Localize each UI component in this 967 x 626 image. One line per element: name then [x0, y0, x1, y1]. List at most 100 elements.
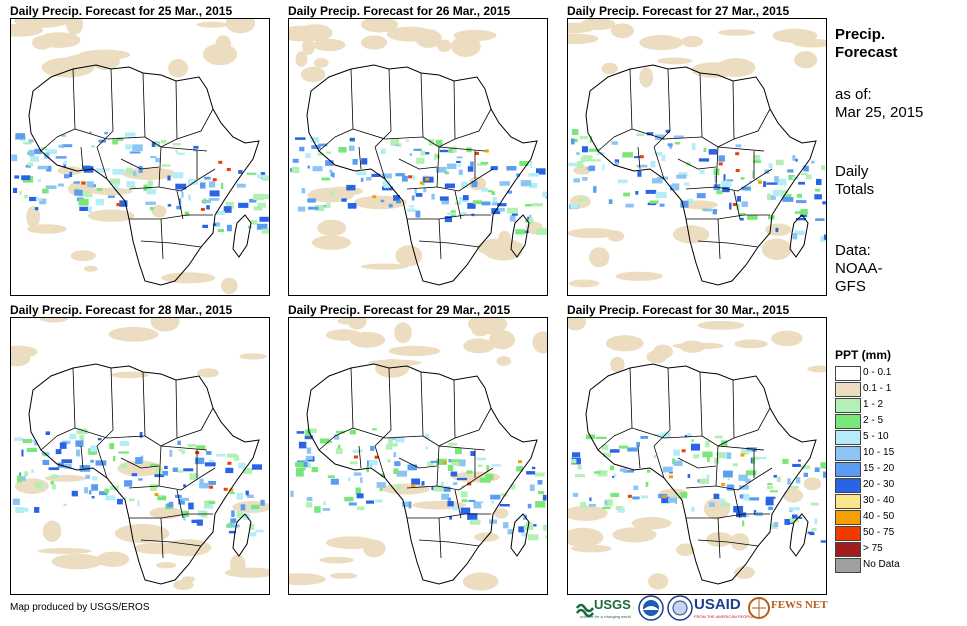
precip-patch — [452, 146, 457, 153]
precip-patch — [515, 229, 526, 235]
precip-patch — [164, 465, 168, 470]
precip-patch — [15, 507, 24, 514]
title-line: Precip. — [835, 26, 886, 43]
precip-patch-dry — [639, 67, 654, 88]
precip-patch — [349, 137, 355, 142]
precip-patch — [107, 195, 115, 198]
country-border — [631, 128, 703, 140]
precip-patch — [468, 499, 476, 502]
precip-patch — [411, 195, 415, 201]
precip-patch — [225, 202, 234, 209]
precip-patch — [661, 432, 671, 439]
precip-patch-heavy — [735, 152, 740, 156]
precip-patch — [27, 440, 38, 443]
precip-patch — [21, 449, 24, 457]
precip-patch-heavy — [372, 195, 377, 199]
legend-item: 0.1 - 1 — [835, 382, 945, 398]
precip-patch-dry — [534, 342, 547, 349]
precip-patch — [250, 220, 258, 225]
precip-patch — [469, 519, 481, 525]
precip-patch — [295, 462, 304, 467]
country-border — [160, 80, 178, 148]
precip-patch — [22, 439, 32, 443]
precip-patch — [84, 487, 88, 494]
precip-patch — [63, 160, 67, 165]
precip-patch — [601, 444, 609, 450]
precip-patch — [64, 464, 72, 469]
precip-patch — [479, 477, 491, 483]
precip-patch — [757, 456, 767, 460]
precip-patch-dry — [394, 322, 412, 343]
precip-patch — [703, 147, 707, 152]
precip-patch — [34, 441, 38, 446]
precip-patch — [261, 228, 269, 234]
precip-patch — [518, 526, 525, 533]
precip-patch — [739, 494, 745, 499]
precip-patch — [120, 463, 128, 469]
precip-patch — [640, 495, 649, 499]
precip-patch — [17, 475, 22, 483]
precip-patch-dry — [568, 527, 604, 548]
precip-patch — [125, 144, 132, 150]
precip-patch — [366, 177, 372, 181]
country-border — [40, 136, 58, 152]
precip-patch — [451, 461, 460, 466]
precip-patch — [619, 468, 628, 472]
precip-patch — [687, 474, 691, 478]
precip-patch — [411, 478, 421, 485]
precip-patch — [686, 433, 692, 438]
precip-patch — [204, 462, 216, 467]
precip-patch — [452, 482, 458, 486]
credit-text: Map produced by USGS/EROS — [10, 602, 150, 613]
country-border — [733, 489, 741, 519]
precip-patch-dry — [319, 556, 354, 564]
precip-patch — [146, 189, 157, 195]
precip-patch — [440, 481, 444, 487]
title-line: Forecast — [835, 44, 898, 61]
precip-patch — [420, 150, 426, 156]
precip-patch — [787, 478, 791, 485]
precip-patch-heavy — [229, 488, 234, 492]
country-border — [374, 68, 392, 148]
precip-patch — [669, 145, 673, 149]
precip-patch — [202, 224, 209, 228]
precip-patch — [149, 484, 157, 491]
precip-patch — [820, 236, 826, 242]
country-border — [160, 517, 164, 559]
precip-patch — [481, 201, 491, 206]
precip-patch — [693, 454, 700, 459]
precip-patch — [405, 139, 409, 143]
precip-patch — [175, 150, 178, 153]
precip-patch-dry — [462, 572, 499, 591]
country-border — [40, 435, 58, 451]
precip-patch — [617, 179, 628, 184]
precip-patch — [167, 503, 171, 508]
precip-patch-dry — [706, 532, 733, 547]
precip-patch — [172, 143, 181, 146]
precip-patch-dry — [349, 331, 386, 348]
precip-patch — [810, 502, 819, 506]
precip-patch — [792, 155, 796, 161]
country-border — [142, 371, 146, 437]
precip-patch — [135, 457, 143, 464]
precip-patch-dry — [173, 580, 194, 590]
precip-patch — [824, 462, 826, 469]
precip-patch-dry — [70, 250, 96, 262]
map-canvas — [568, 318, 826, 590]
precip-patch — [525, 204, 532, 207]
precip-patch — [776, 159, 784, 165]
precip-patch — [252, 464, 262, 470]
precip-patch — [623, 192, 630, 197]
precip-patch — [42, 188, 49, 194]
precip-patch — [75, 440, 84, 447]
precip-patch — [636, 441, 640, 447]
precip-patch — [444, 216, 452, 223]
legend-item: 1 - 2 — [835, 398, 945, 414]
map-canvas — [289, 19, 547, 286]
precip-patch — [707, 456, 710, 462]
precip-patch — [774, 176, 779, 183]
sidebar-title: Precip. Forecast — [835, 26, 898, 62]
precip-patch — [702, 451, 713, 458]
precip-patch — [794, 230, 805, 236]
precip-patch-dry — [360, 19, 399, 33]
